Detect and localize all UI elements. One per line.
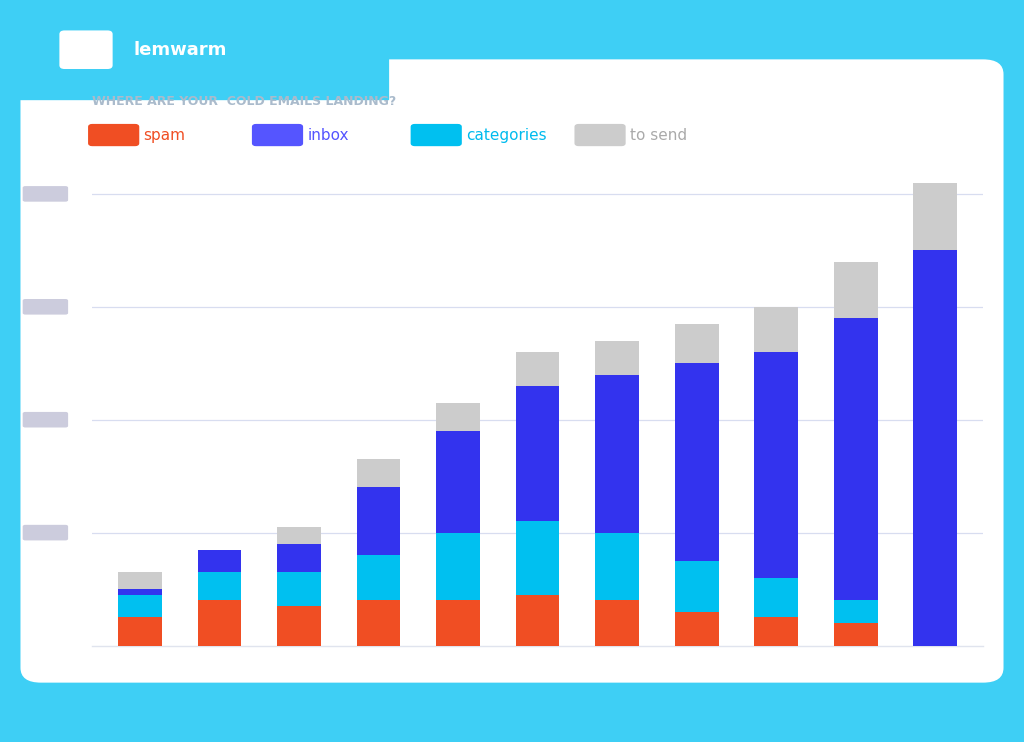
Bar	[356, 487, 400, 555]
Bar	[198, 600, 242, 646]
Text: WHERE ARE YOUR  COLD EMAILS LANDING?: WHERE ARE YOUR COLD EMAILS LANDING?	[92, 94, 396, 108]
Bar	[198, 572, 242, 600]
Bar	[516, 386, 559, 522]
Bar	[278, 572, 321, 606]
Bar	[356, 600, 400, 646]
Bar	[913, 183, 957, 250]
Bar	[118, 595, 162, 617]
Bar	[755, 306, 798, 352]
Bar	[675, 324, 719, 364]
Bar	[118, 572, 162, 589]
Bar	[198, 550, 242, 572]
Bar	[436, 600, 480, 646]
Text: inbox: inbox	[307, 128, 349, 142]
Bar	[516, 522, 559, 595]
Bar	[595, 600, 639, 646]
Bar	[834, 623, 878, 646]
Bar	[516, 352, 559, 386]
Bar	[755, 352, 798, 578]
Text: to send: to send	[630, 128, 687, 142]
Bar	[278, 544, 321, 572]
Bar	[834, 600, 878, 623]
Bar	[834, 318, 878, 600]
FancyBboxPatch shape	[23, 299, 69, 315]
Bar	[436, 431, 480, 533]
Bar	[595, 341, 639, 375]
Bar	[278, 527, 321, 544]
FancyBboxPatch shape	[23, 186, 69, 202]
Bar	[755, 617, 798, 646]
Bar	[675, 364, 719, 561]
Text: LEMWARM REPORTS: LEMWARM REPORTS	[436, 41, 690, 60]
Text: categories: categories	[466, 128, 547, 142]
Bar	[356, 459, 400, 487]
Bar	[834, 262, 878, 318]
Bar	[356, 555, 400, 600]
Text: spam: spam	[143, 128, 185, 142]
FancyBboxPatch shape	[23, 525, 69, 540]
Bar	[516, 595, 559, 646]
Bar	[755, 578, 798, 617]
Bar	[118, 617, 162, 646]
Text: E: E	[81, 42, 91, 57]
Bar	[118, 589, 162, 595]
Bar	[595, 375, 639, 533]
Bar	[675, 611, 719, 646]
Bar	[436, 403, 480, 431]
Bar	[595, 533, 639, 600]
FancyBboxPatch shape	[23, 412, 69, 427]
Bar	[913, 250, 957, 646]
Bar	[436, 533, 480, 600]
Bar	[675, 561, 719, 611]
Text: lemwarm: lemwarm	[133, 42, 226, 59]
Bar	[278, 606, 321, 646]
